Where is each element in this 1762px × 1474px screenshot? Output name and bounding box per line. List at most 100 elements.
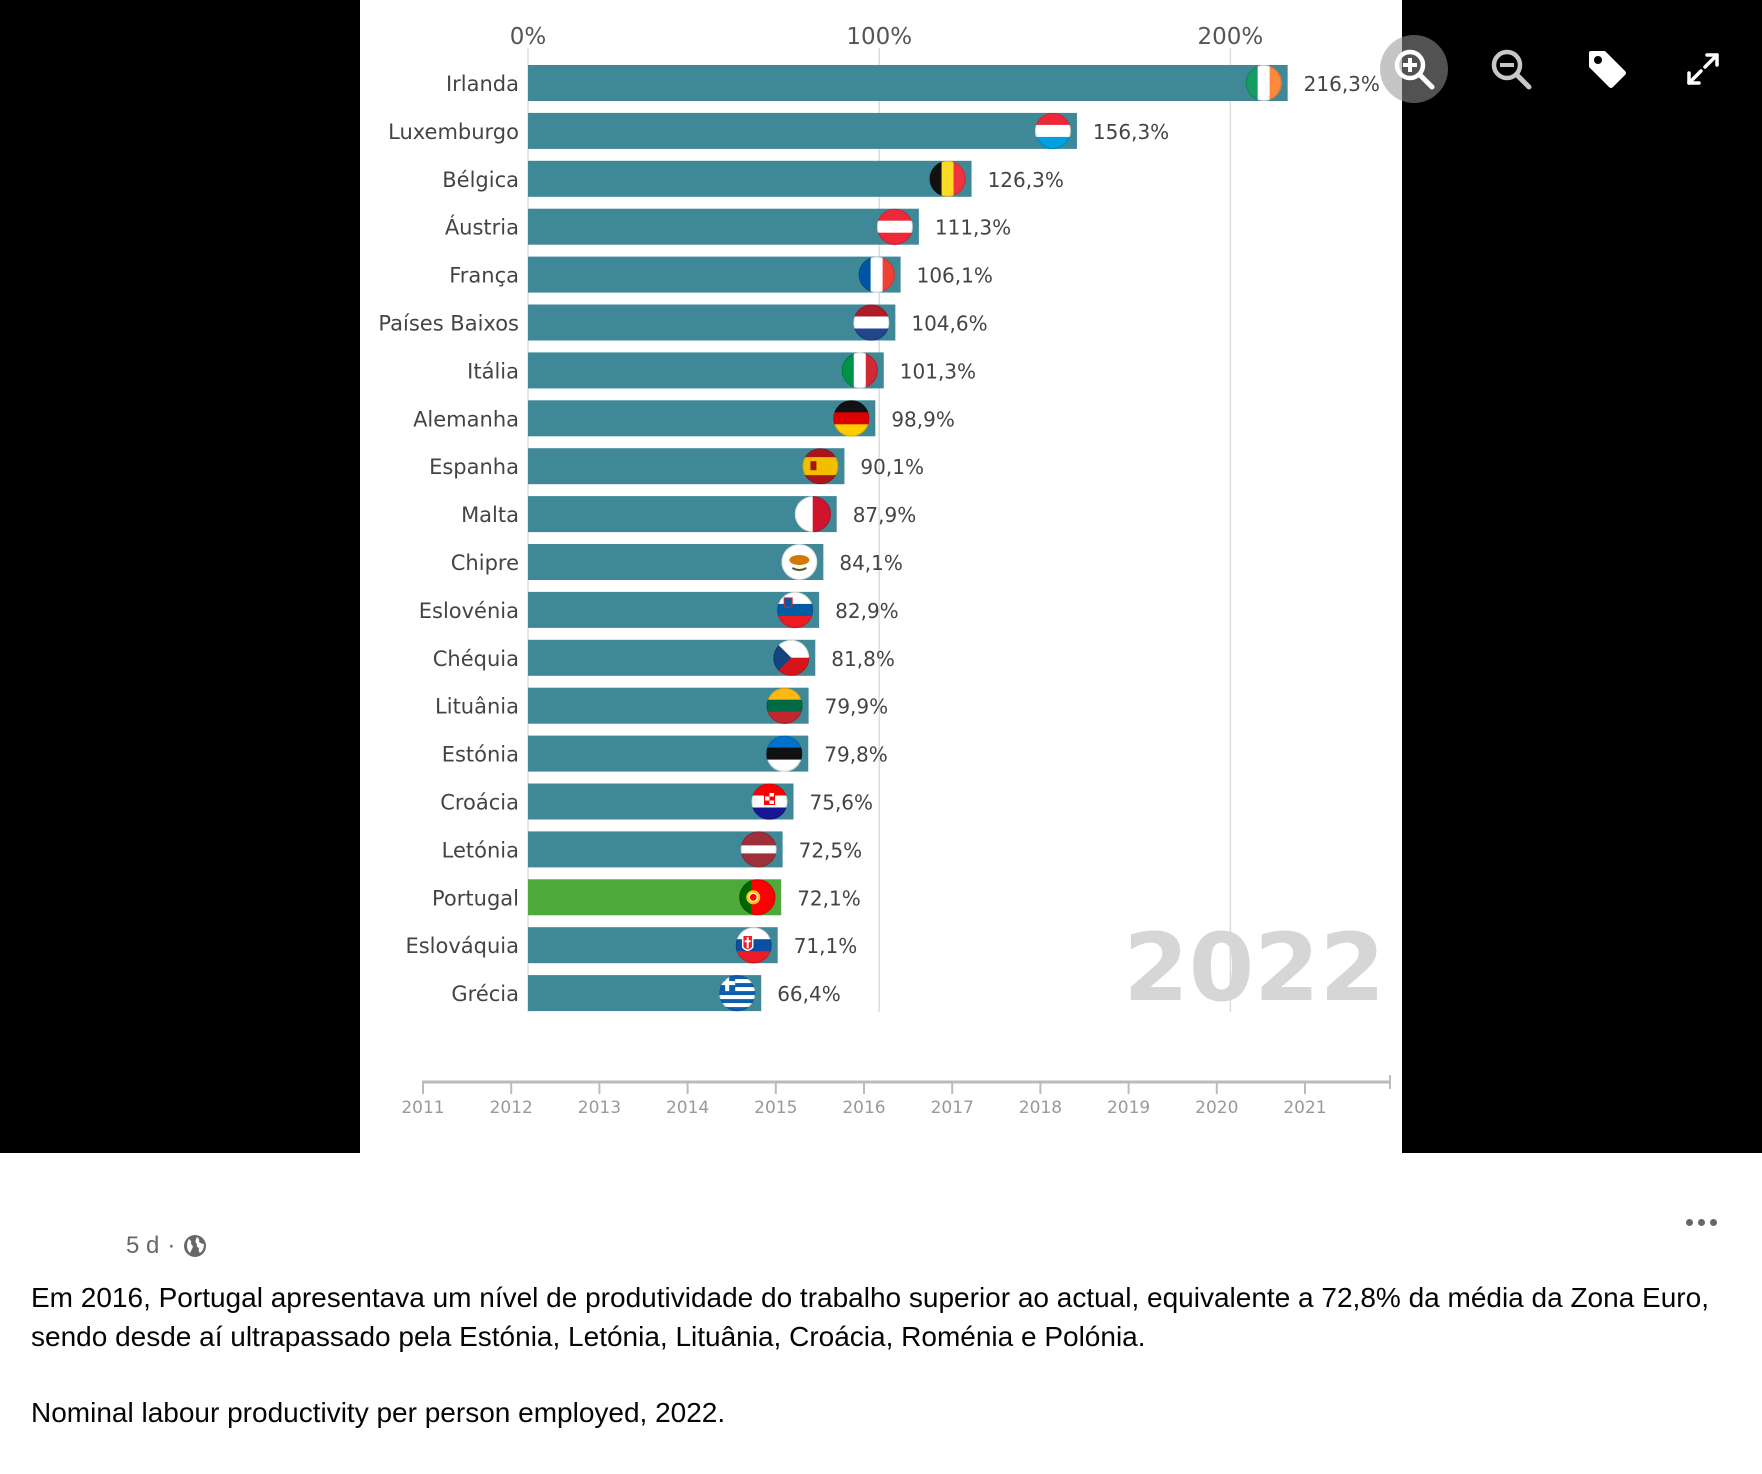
post-text: Em 2016, Portugal apresentava um nível d… [31, 1282, 1709, 1352]
bar [528, 112, 1077, 149]
tag-icon [1589, 51, 1626, 88]
category-label: Luxemburgo [388, 120, 519, 144]
value-label: 84,1% [839, 551, 903, 575]
zoom-out-button[interactable] [1477, 35, 1545, 103]
more-dots-icon [1697, 1218, 1705, 1226]
bar [528, 496, 837, 533]
category-label: Bélgica [442, 168, 519, 192]
bar [528, 65, 1288, 101]
bar [528, 304, 896, 341]
bar [528, 783, 794, 820]
timeline-year-label: 2013 [578, 1098, 621, 1118]
x-tick-label: 0% [510, 24, 547, 50]
flag-icon [777, 591, 814, 629]
flag-icon [766, 735, 803, 772]
value-label: 75,6% [810, 791, 874, 815]
value-label: 156,3% [1093, 120, 1169, 144]
timeline-year-label: 2016 [842, 1098, 885, 1118]
category-label: Lituânia [435, 695, 519, 719]
value-label: 66,4% [777, 982, 841, 1006]
flag-icon [719, 975, 756, 1012]
flag-icon [794, 496, 832, 533]
tag-button[interactable] [1573, 35, 1641, 103]
value-label: 104,6% [911, 312, 987, 336]
flag-icon [858, 256, 895, 293]
bar [528, 208, 919, 245]
value-label: 106,1% [917, 264, 993, 288]
bar [528, 544, 824, 580]
value-label: 87,9% [853, 503, 917, 527]
bar [528, 735, 809, 772]
bar [528, 879, 782, 916]
category-label: Áustria [445, 215, 519, 240]
category-label: Chipre [451, 551, 519, 575]
value-label: 79,9% [825, 695, 889, 719]
category-label: Itália [467, 359, 519, 383]
more-options-button[interactable] [1673, 1205, 1729, 1239]
value-label: 72,5% [799, 838, 863, 862]
value-label: 82,9% [835, 599, 899, 623]
category-label: Espanha [429, 455, 519, 479]
flag-icon [833, 400, 870, 437]
category-label: Irlanda [446, 72, 519, 96]
value-label: 72,1% [797, 886, 861, 910]
meta-separator: · [167, 1232, 176, 1259]
value-label: 81,8% [831, 647, 895, 671]
zoom-out-icon [1491, 49, 1532, 90]
value-label: 111,3% [935, 216, 1011, 240]
category-label: Estónia [442, 743, 519, 767]
bar-chart: 0% 100% 200% 2022 Irlanda 216,3% Luxemburgo 156… [378, 24, 1391, 1118]
timeline-year-label: 2017 [931, 1098, 974, 1118]
flag-icon [929, 160, 966, 197]
category-label: Malta [461, 503, 519, 527]
value-label: 90,1% [860, 455, 924, 479]
photo-viewer: 0% 100% 200% 2022 Irlanda 216,3% Luxemburgo 156… [0, 0, 1762, 1153]
year-watermark: 2022 [1123, 914, 1385, 1023]
value-label: 98,9% [891, 407, 955, 431]
timeline-year-label: 2019 [1107, 1098, 1150, 1118]
flag-icon [740, 831, 777, 868]
timeline-year-label: 2021 [1283, 1098, 1326, 1118]
chart-image: 0% 100% 200% 2022 Irlanda 216,3% Luxemburgo 156… [360, 0, 1402, 1153]
globe-icon [184, 1235, 207, 1257]
post-meta: 5 d · [126, 1229, 207, 1263]
flag-icon [751, 783, 788, 820]
value-label: 216,3% [1304, 72, 1380, 96]
bar [528, 352, 884, 389]
value-label: 126,3% [988, 168, 1064, 192]
more-dots-icon [1685, 1218, 1693, 1226]
flag-icon [1034, 112, 1071, 150]
fullscreen-icon [1687, 53, 1719, 85]
bar [528, 400, 876, 437]
category-label: Países Baixos [378, 312, 519, 336]
category-label: França [449, 264, 519, 288]
category-label: Eslovénia [419, 599, 519, 623]
flag-icon [735, 927, 772, 964]
category-label: Croácia [440, 791, 519, 815]
bar [528, 591, 820, 628]
category-label: Letónia [442, 838, 519, 862]
timeline-year-label: 2018 [1019, 1098, 1062, 1118]
timeline-year-label: 2011 [401, 1098, 444, 1118]
x-tick-label: 200% [1198, 24, 1264, 50]
bar [528, 639, 816, 676]
bar [528, 831, 783, 868]
flag-icon [1245, 65, 1282, 101]
category-label: Chéquia [433, 647, 519, 671]
zoom-in-button[interactable] [1380, 35, 1448, 103]
fullscreen-button[interactable] [1669, 35, 1737, 103]
value-label: 101,3% [900, 359, 976, 383]
timeline-year-label: 2012 [490, 1098, 533, 1118]
value-label: 71,1% [794, 934, 858, 958]
bar [528, 687, 809, 724]
timeline-year-label: 2015 [754, 1098, 797, 1118]
more-dots-icon [1709, 1218, 1717, 1226]
category-label: Eslováquia [405, 934, 519, 958]
category-label: Portugal [432, 886, 519, 910]
value-label: 79,8% [824, 743, 888, 767]
post-time[interactable]: 5 d [126, 1232, 160, 1259]
timeline-year-label: 2020 [1195, 1098, 1238, 1118]
flag-icon [802, 448, 839, 485]
zoom-in-icon [1394, 49, 1435, 90]
flag-icon [781, 544, 818, 580]
